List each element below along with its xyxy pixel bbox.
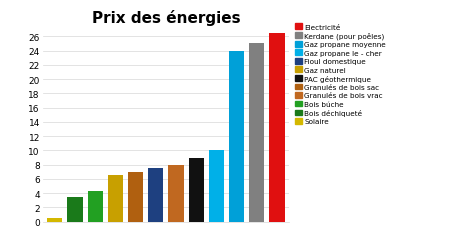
Bar xyxy=(47,218,63,222)
Bar xyxy=(88,191,103,222)
Bar xyxy=(128,172,143,222)
Title: Prix des énergies: Prix des énergies xyxy=(91,10,240,26)
Bar xyxy=(249,44,264,222)
Legend: Electricité, Kerdane (pour poêles), Gaz propane moyenne, Gaz propane le - cher, : Electricité, Kerdane (pour poêles), Gaz … xyxy=(295,24,386,125)
Bar xyxy=(168,165,183,222)
Bar xyxy=(108,175,123,222)
Bar xyxy=(209,151,224,222)
Bar xyxy=(189,158,204,222)
Bar xyxy=(229,51,244,222)
Bar xyxy=(269,33,284,222)
Bar xyxy=(67,197,82,222)
Bar xyxy=(148,168,164,222)
